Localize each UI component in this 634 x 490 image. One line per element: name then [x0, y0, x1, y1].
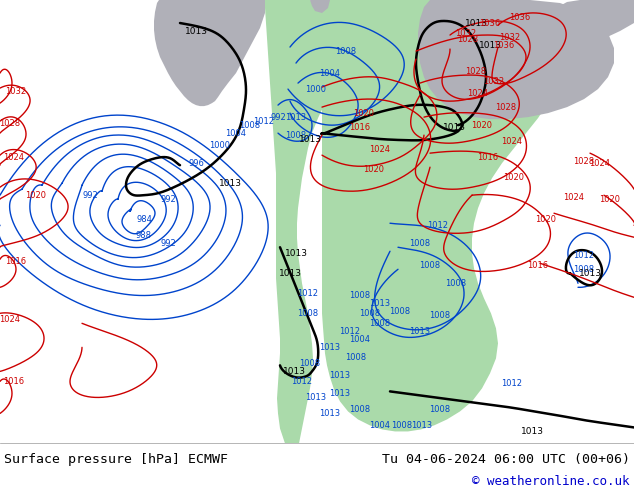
Text: 1032: 1032: [500, 32, 521, 42]
Text: 1016: 1016: [477, 153, 498, 162]
Text: 1008: 1008: [410, 239, 430, 248]
Text: 1012: 1012: [427, 220, 448, 230]
Text: 1013: 1013: [330, 389, 351, 398]
Polygon shape: [418, 0, 614, 119]
Text: 1028: 1028: [465, 67, 486, 75]
Text: 1013: 1013: [479, 41, 501, 49]
Text: 1028: 1028: [495, 102, 517, 112]
Text: 1032: 1032: [484, 76, 505, 86]
Text: 1013: 1013: [184, 26, 207, 36]
Text: 1012: 1012: [292, 377, 313, 386]
Text: 1013: 1013: [285, 249, 307, 258]
Text: 1024: 1024: [0, 315, 20, 324]
Text: 1013: 1013: [299, 135, 321, 144]
Text: 1020: 1020: [536, 215, 557, 224]
Text: 1004: 1004: [370, 421, 391, 430]
Text: 1008: 1008: [370, 319, 391, 328]
Text: 1012: 1012: [574, 251, 595, 260]
Text: 1032: 1032: [455, 28, 477, 38]
Text: 1013: 1013: [521, 427, 543, 436]
Text: 1028: 1028: [458, 34, 479, 44]
Text: 1036: 1036: [493, 41, 515, 49]
Text: 1008: 1008: [389, 307, 411, 316]
Text: 1024: 1024: [501, 137, 522, 146]
Polygon shape: [265, 0, 345, 443]
Text: 1020: 1020: [363, 165, 384, 173]
Polygon shape: [544, 0, 634, 45]
Text: 1028: 1028: [573, 157, 595, 166]
Polygon shape: [320, 0, 565, 431]
Text: 992: 992: [270, 113, 286, 122]
Text: 1020: 1020: [503, 172, 524, 182]
Text: 1020: 1020: [472, 121, 493, 130]
Text: 1024: 1024: [564, 193, 585, 202]
Text: 1016: 1016: [527, 261, 548, 270]
Text: 1000: 1000: [306, 85, 327, 94]
Text: 1008: 1008: [349, 291, 370, 300]
Text: 1008: 1008: [429, 405, 451, 414]
Text: 1013: 1013: [320, 409, 340, 418]
Polygon shape: [310, 0, 330, 13]
Text: 1012: 1012: [297, 289, 318, 298]
Polygon shape: [154, 0, 265, 106]
Text: 1008: 1008: [285, 131, 307, 140]
Text: 1024: 1024: [4, 153, 25, 162]
Text: 1024: 1024: [467, 89, 489, 98]
Text: 1013: 1013: [283, 367, 306, 376]
Text: 1008: 1008: [240, 121, 261, 130]
Text: 1008: 1008: [299, 359, 321, 368]
Text: 1004: 1004: [226, 129, 247, 138]
Text: 1013: 1013: [306, 393, 327, 402]
Text: 1008: 1008: [573, 265, 595, 274]
Text: 1008: 1008: [420, 261, 441, 270]
Text: 1013: 1013: [370, 299, 391, 308]
Text: 988: 988: [136, 231, 152, 240]
Text: 992: 992: [160, 195, 176, 204]
Text: 992: 992: [160, 239, 176, 248]
Text: 1013: 1013: [411, 421, 432, 430]
Text: 1013: 1013: [278, 269, 302, 278]
Text: 1016: 1016: [349, 122, 370, 132]
Text: 984: 984: [136, 215, 152, 224]
Text: 1020: 1020: [600, 195, 621, 204]
Text: 1004: 1004: [320, 69, 340, 77]
Text: 1016: 1016: [3, 377, 25, 386]
Text: 1012: 1012: [339, 327, 361, 336]
Text: 1013: 1013: [219, 179, 242, 188]
Text: 1012: 1012: [254, 117, 275, 125]
Text: 1008: 1008: [349, 405, 370, 414]
Text: 1016: 1016: [6, 257, 27, 266]
Text: 992: 992: [82, 191, 98, 200]
Text: 1013: 1013: [285, 113, 307, 122]
Text: 1008: 1008: [429, 311, 451, 320]
Text: 996: 996: [188, 159, 204, 168]
Text: 1013: 1013: [578, 269, 602, 278]
Text: 1036: 1036: [479, 19, 501, 27]
Text: 1012: 1012: [501, 379, 522, 388]
Text: 1020: 1020: [354, 109, 375, 118]
Text: 1008: 1008: [359, 309, 380, 318]
Text: 1013: 1013: [320, 343, 340, 352]
Text: 1013: 1013: [465, 19, 488, 27]
Text: 1013: 1013: [410, 327, 430, 336]
Text: 1032: 1032: [6, 87, 27, 96]
Text: 1020: 1020: [25, 191, 46, 200]
Text: Surface pressure [hPa] ECMWF: Surface pressure [hPa] ECMWF: [4, 453, 228, 466]
Text: 1036: 1036: [509, 13, 531, 22]
Text: 1008: 1008: [346, 353, 366, 362]
Text: 1013: 1013: [443, 122, 465, 132]
Text: 1024: 1024: [370, 145, 391, 154]
Text: 1008: 1008: [335, 47, 356, 55]
Text: 1004: 1004: [349, 335, 370, 344]
Text: 1013: 1013: [330, 371, 351, 380]
Text: 1024: 1024: [590, 159, 611, 168]
Text: 1008: 1008: [391, 421, 413, 430]
Text: 1000: 1000: [209, 141, 231, 149]
Text: © weatheronline.co.uk: © weatheronline.co.uk: [472, 475, 630, 489]
Text: Tu 04-06-2024 06:00 UTC (00+06): Tu 04-06-2024 06:00 UTC (00+06): [382, 453, 630, 466]
Text: 1008: 1008: [446, 279, 467, 288]
Text: 1028: 1028: [0, 119, 20, 127]
Text: 1008: 1008: [297, 309, 318, 318]
